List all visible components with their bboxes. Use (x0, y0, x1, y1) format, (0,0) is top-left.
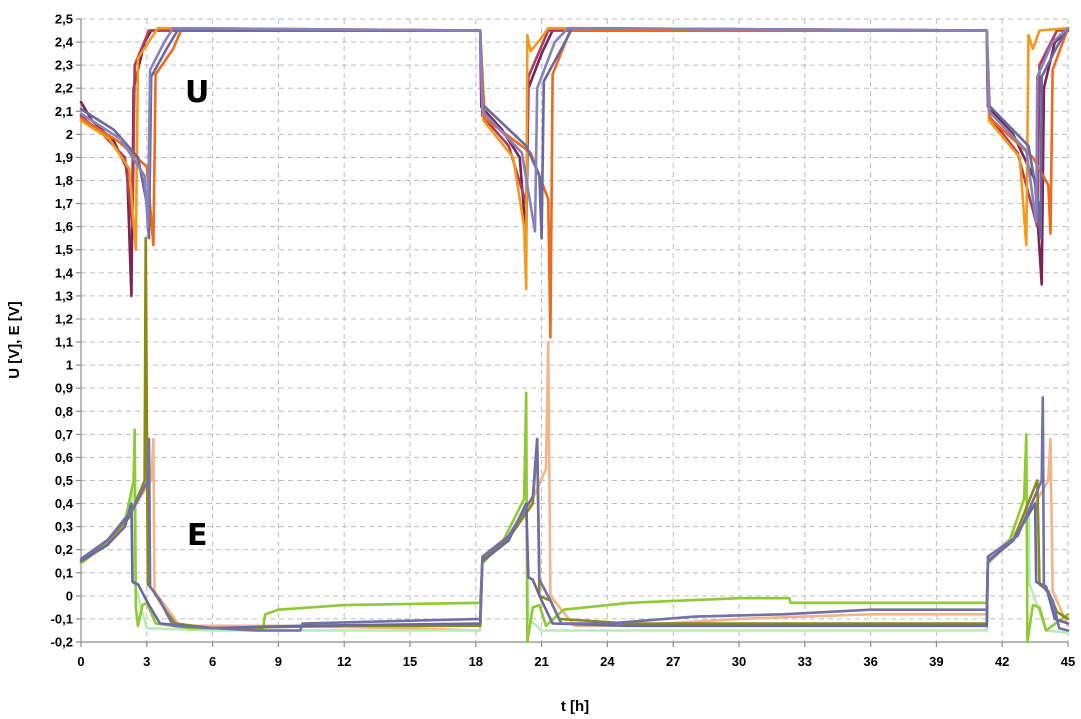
series-line (79, 26, 1070, 339)
y-tick-label: 0,7 (55, 427, 73, 442)
annotation-label: E (187, 518, 208, 553)
y-tick-label: 2,1 (55, 104, 73, 119)
series-line (79, 340, 1070, 632)
y-tick-label: 2,5 (55, 12, 73, 27)
series-lines (79, 26, 1070, 644)
y-tick-label: 1,7 (55, 196, 73, 211)
x-tick-label: 9 (275, 654, 282, 669)
y-tick-label: 0,6 (55, 450, 73, 465)
x-tick-label: 21 (534, 654, 548, 669)
y-tick-label: 0,9 (55, 381, 73, 396)
series-line (79, 236, 1070, 630)
y-tick-label: 0,3 (55, 519, 73, 534)
series-line (79, 391, 1070, 644)
y-tick-label: 1,1 (55, 335, 73, 350)
x-axis-title: t [h] (561, 698, 589, 715)
y-tick-labels: -0,2 -0,1 0 0,1 0,2 0,3 0,4 0,5 0,6 0,7 0,8 0,9 1 1,1… (51, 12, 74, 650)
x-tick-label: 0 (77, 654, 84, 669)
series-line (79, 29, 1070, 298)
y-tick-label: 2 (66, 127, 73, 142)
x-tick-label: 15 (403, 654, 417, 669)
y-tick-label: 1,3 (55, 288, 73, 303)
series-line (79, 26, 1070, 291)
x-tick-label: 45 (1061, 654, 1075, 669)
series-line (79, 26, 1070, 233)
x-tick-label: 6 (209, 654, 216, 669)
y-tick-label: -0,1 (51, 611, 73, 626)
y-tick-label: 0,2 (55, 542, 73, 557)
annotation-label: U (185, 75, 209, 110)
x-tick-label: 18 (469, 654, 483, 669)
grid-lines (81, 18, 1069, 642)
y-tick-label: 1,8 (55, 173, 73, 188)
y-tick-label: 2,4 (55, 35, 74, 50)
series-line (79, 26, 1070, 240)
y-tick-label: 0,1 (55, 565, 73, 580)
y-tick-label: 1,4 (55, 265, 74, 280)
series-line (79, 396, 1070, 632)
y-tick-label: 0,5 (55, 473, 73, 488)
x-tick-label: 39 (929, 654, 943, 669)
y-tick-label: 2,3 (55, 58, 73, 73)
x-tick-label: 24 (600, 654, 615, 669)
x-tick-label: 42 (995, 654, 1009, 669)
x-tick-label: 33 (798, 654, 812, 669)
axes (76, 18, 1069, 647)
y-tick-label: 1,9 (55, 150, 73, 165)
y-tick-label: 2,2 (55, 81, 73, 96)
x-tick-label: 30 (732, 654, 746, 669)
x-tick-label: 3 (143, 654, 150, 669)
y-tick-label: 1,5 (55, 242, 73, 257)
y-axis-title: U [V], E [V] (6, 301, 23, 379)
series-line (79, 490, 1070, 635)
y-tick-label: -0,2 (51, 635, 73, 650)
y-tick-label: 1,6 (55, 219, 73, 234)
y-tick-label: 0,4 (55, 496, 74, 511)
x-tick-label: 27 (666, 654, 680, 669)
series-line (79, 29, 1070, 228)
annotations: UE (185, 75, 209, 553)
x-tick-label: 12 (337, 654, 351, 669)
y-tick-label: 1 (66, 358, 73, 373)
x-tick-label: 36 (863, 654, 877, 669)
y-tick-label: 0 (66, 588, 73, 603)
y-tick-label: 1,2 (55, 311, 73, 326)
x-tick-labels: 0 3 6 9 12 15 18 21 24 27 30 33 36 39 42 45 (77, 654, 1075, 669)
y-tick-label: 0,8 (55, 404, 73, 419)
